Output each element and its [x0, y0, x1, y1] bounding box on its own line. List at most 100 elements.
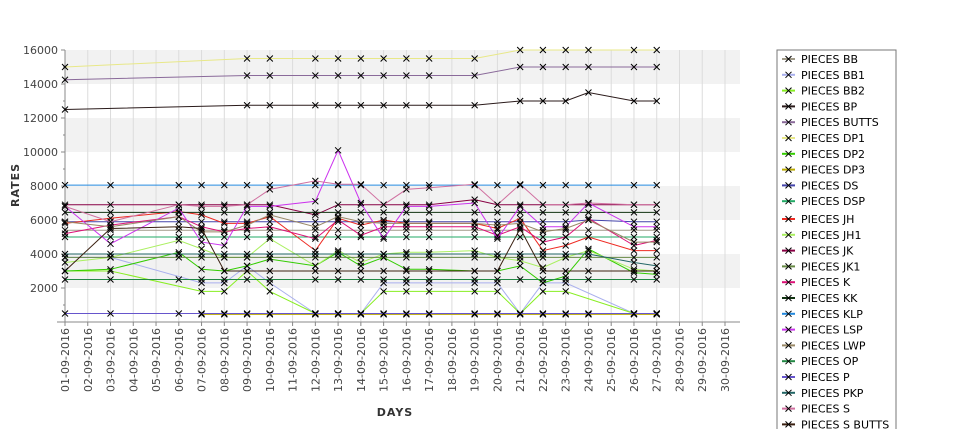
legend-label: PIECES BB: [801, 53, 858, 66]
data-point: [539, 228, 547, 236]
data-point: [562, 276, 570, 283]
data-point: [175, 310, 183, 317]
data-point: [494, 276, 501, 283]
legend-item: PIECES S BUTTS: [782, 418, 889, 429]
x-axis-label: DAYS: [377, 406, 413, 419]
data-point: [220, 233, 228, 241]
data-point: [220, 181, 228, 189]
series-pieces-p: [61, 310, 661, 317]
data-point: [403, 208, 410, 216]
legend-label: PIECES PKP: [801, 387, 864, 400]
data-point: [471, 180, 479, 188]
data-point: [334, 146, 342, 154]
x-tick-label: 25-09-2016: [605, 328, 618, 392]
data-point: [562, 201, 570, 209]
data-point: [539, 201, 547, 209]
data-point: [334, 55, 342, 62]
x-tick-label: 22-09-2016: [537, 328, 550, 392]
legend-label: PIECES JK1: [801, 260, 860, 273]
legend-marker-icon: [785, 215, 792, 223]
x-tick-label: 16-09-2016: [400, 328, 413, 392]
data-point: [266, 101, 274, 109]
data-point: [107, 181, 114, 189]
data-point: [516, 181, 524, 189]
legend-label: PIECES S BUTTS: [801, 418, 889, 429]
data-point: [494, 201, 501, 209]
data-point: [198, 218, 205, 226]
data-point: [494, 235, 501, 243]
data-point: [653, 310, 661, 317]
series-pieces-s-butts: [61, 223, 661, 275]
data-point: [61, 63, 69, 71]
data-point: [562, 208, 570, 216]
legend-item: PIECES DP1: [782, 132, 865, 145]
data-point: [562, 233, 570, 241]
legend-label: PIECES S: [801, 403, 850, 416]
data-point: [357, 310, 365, 318]
data-point: [198, 276, 205, 283]
x-tick-label: 26-09-2016: [628, 328, 641, 392]
data-point: [425, 233, 433, 241]
data-point: [403, 55, 410, 62]
data-point: [653, 262, 661, 270]
x-tick-label: 28-09-2016: [673, 328, 686, 392]
data-point: [220, 242, 228, 249]
data-point: [357, 181, 365, 189]
data-point: [403, 250, 410, 258]
data-point: [494, 250, 501, 258]
data-point: [266, 218, 274, 226]
legend-label: PIECES JH: [801, 213, 854, 226]
data-point: [107, 208, 114, 216]
data-point: [334, 181, 342, 189]
data-point: [198, 208, 205, 216]
data-point: [539, 233, 547, 241]
data-point: [334, 72, 342, 79]
legend-item: PIECES OP: [782, 355, 859, 368]
data-point: [653, 276, 661, 283]
legend-label: PIECES LSP: [801, 324, 863, 337]
series-lines: [61, 46, 661, 318]
data-point: [630, 259, 638, 266]
data-point: [175, 181, 183, 189]
data-point: [311, 267, 319, 275]
data-point: [585, 310, 592, 318]
data-point: [516, 97, 524, 105]
data-point: [653, 254, 661, 261]
data-point: [539, 218, 547, 226]
data-point: [243, 221, 251, 229]
legend-item: PIECES BB2: [782, 85, 865, 98]
data-point: [243, 276, 251, 283]
data-point: [311, 235, 319, 243]
data-point: [471, 267, 479, 275]
data-point: [311, 55, 319, 62]
data-point: [471, 181, 479, 189]
data-point: [198, 203, 205, 210]
x-tick-label: 23-09-2016: [560, 328, 573, 392]
data-point: [220, 310, 228, 318]
series-pieces-bp: [61, 89, 661, 113]
data-point: [357, 267, 365, 275]
legend-marker-icon: [785, 247, 792, 254]
legend-marker-icon: [785, 197, 792, 205]
data-point: [198, 288, 205, 295]
data-point: [357, 180, 365, 188]
data-point: [243, 250, 251, 258]
legend-label: PIECES DP2: [801, 148, 865, 161]
data-point: [380, 201, 387, 209]
legend-item: PIECES JH1: [782, 229, 861, 242]
data-point: [198, 181, 205, 189]
data-point: [266, 203, 274, 210]
data-point: [425, 276, 433, 283]
data-point: [403, 203, 410, 210]
data-point: [562, 310, 570, 318]
series-pieces-dp3: [198, 310, 661, 318]
data-point: [562, 250, 570, 258]
y-axis-ticks: 2000 4000 6000 8000 10000 12000 14000 16000: [23, 44, 65, 306]
data-point: [653, 46, 661, 54]
legend-marker-icon: [785, 134, 792, 142]
legend-label: PIECES KLP: [801, 308, 863, 321]
data-point: [311, 197, 319, 205]
data-point: [61, 276, 69, 283]
data-point: [107, 201, 114, 209]
